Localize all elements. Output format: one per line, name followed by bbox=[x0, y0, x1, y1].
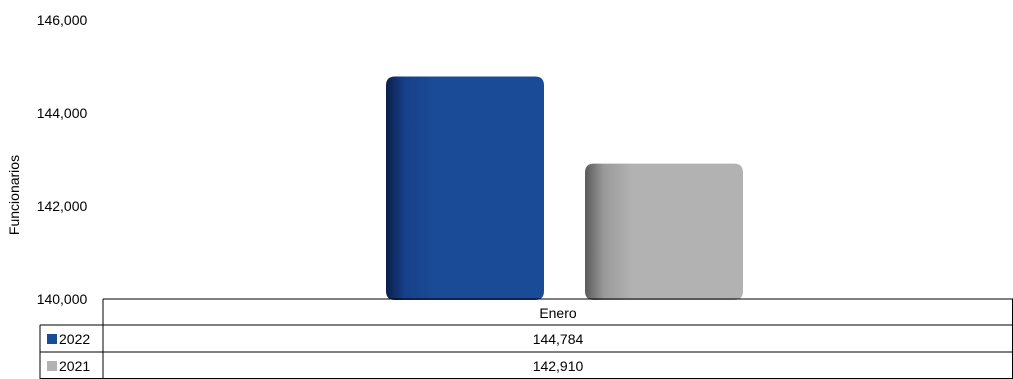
bars bbox=[386, 76, 743, 300]
legend-swatch-2022 bbox=[47, 334, 57, 344]
category-label: Enero bbox=[539, 305, 577, 321]
data-label-2021: 142,910 bbox=[533, 358, 584, 374]
bar-2021-enero bbox=[585, 163, 743, 300]
data-table: Enero 2022 144,784 2021 142,910 bbox=[39, 298, 1013, 379]
y-tick-label: 142,000 bbox=[37, 198, 88, 214]
data-label-2022: 144,784 bbox=[533, 331, 584, 347]
legend-label-2021: 2021 bbox=[59, 358, 90, 374]
legend-swatch-2021 bbox=[47, 361, 57, 371]
y-tick-label: 140,000 bbox=[37, 291, 88, 307]
y-axis-label: Funcionarios bbox=[6, 155, 22, 235]
bar-2022-enero bbox=[386, 76, 544, 300]
legend-label-2022: 2022 bbox=[59, 331, 90, 347]
y-tick-labels: 140,000 142,000 144,000 146,000 bbox=[37, 12, 88, 307]
y-tick-label: 144,000 bbox=[37, 105, 88, 121]
y-tick-label: 146,000 bbox=[37, 12, 88, 28]
